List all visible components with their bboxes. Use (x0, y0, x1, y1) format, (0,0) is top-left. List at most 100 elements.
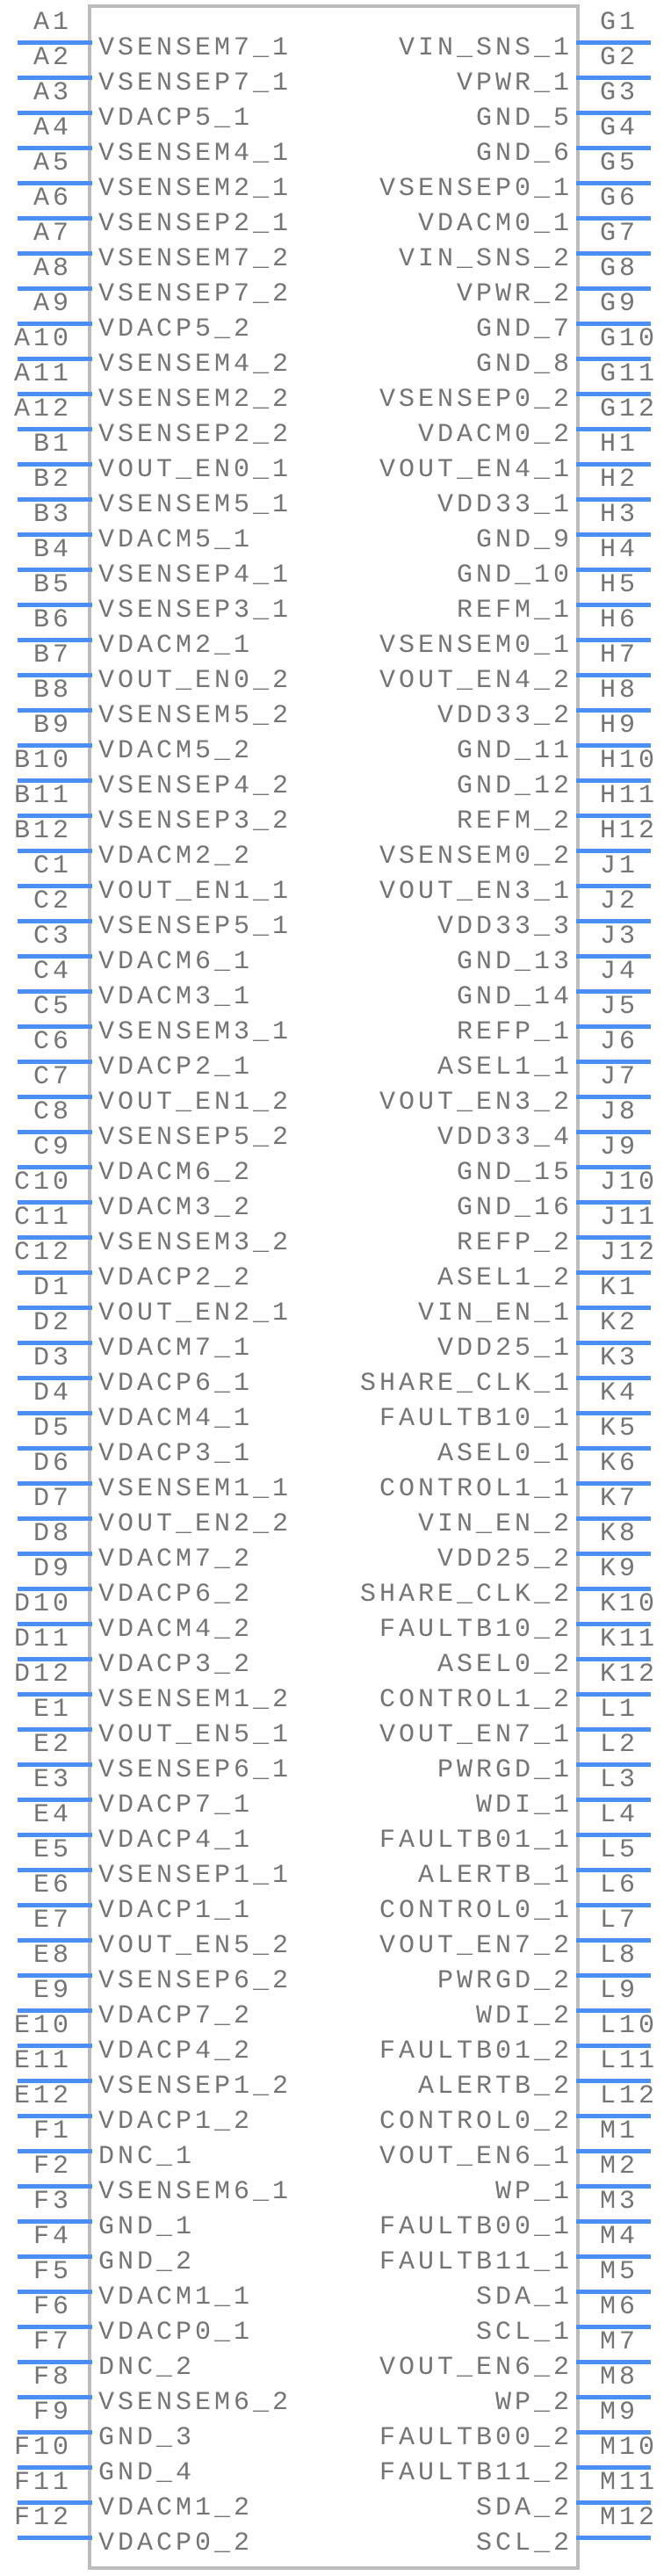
pin-J11-line[interactable] (576, 1235, 651, 1240)
pin-J1-line[interactable] (576, 884, 651, 888)
pin-H5-line[interactable] (576, 603, 651, 607)
pin-M11-line[interactable] (576, 2500, 651, 2505)
pin-F12-line[interactable] (18, 2536, 92, 2540)
pin-H9-line[interactable] (576, 743, 651, 748)
pin-G1-line[interactable] (576, 40, 651, 45)
pin-J9-line[interactable] (576, 1165, 651, 1169)
pin-D6-line[interactable] (18, 1481, 92, 1486)
pin-H8-line[interactable] (576, 708, 651, 713)
pin-A10-line[interactable] (18, 357, 92, 361)
pin-E8-line[interactable] (18, 1973, 92, 1978)
pin-E2-line[interactable] (18, 1762, 92, 1767)
pin-F4-line[interactable] (18, 2254, 92, 2259)
pin-D3-line[interactable] (18, 1376, 92, 1380)
pin-L5-line[interactable] (576, 1868, 651, 1872)
pin-C11-line[interactable] (18, 1235, 92, 1240)
pin-B4-line[interactable] (18, 568, 92, 572)
pin-F2-line[interactable] (18, 2184, 92, 2189)
pin-H4-line[interactable] (576, 568, 651, 572)
pin-K4-line[interactable] (576, 1411, 651, 1415)
pin-A2-line[interactable] (18, 76, 92, 80)
pin-H3-line[interactable] (576, 532, 651, 537)
pin-E7-line[interactable] (18, 1938, 92, 1943)
pin-C5-line[interactable] (18, 1024, 92, 1029)
pin-A7-line[interactable] (18, 251, 92, 256)
pin-F11-line[interactable] (18, 2500, 92, 2505)
pin-A4-line[interactable] (18, 146, 92, 150)
pin-B11-line[interactable] (18, 814, 92, 818)
pin-G2-line[interactable] (576, 76, 651, 80)
pin-L7-line[interactable] (576, 1938, 651, 1943)
pin-B2-line[interactable] (18, 497, 92, 502)
pin-E1-line[interactable] (18, 1727, 92, 1732)
pin-J4-line[interactable] (576, 989, 651, 994)
pin-K1-line[interactable] (576, 1306, 651, 1310)
pin-E12-line[interactable] (18, 2114, 92, 2118)
pin-M3-line[interactable] (576, 2219, 651, 2224)
pin-B3-line[interactable] (18, 532, 92, 537)
pin-J3-line[interactable] (576, 954, 651, 959)
pin-C3-line[interactable] (18, 954, 92, 959)
pin-F6-line[interactable] (18, 2325, 92, 2329)
pin-L11-line[interactable] (576, 2079, 651, 2083)
pin-H11-line[interactable] (576, 814, 651, 818)
pin-M5-line[interactable] (576, 2290, 651, 2294)
pin-K3-line[interactable] (576, 1376, 651, 1380)
pin-F10-line[interactable] (18, 2465, 92, 2470)
pin-D12-line[interactable] (18, 1692, 92, 1697)
pin-M1-line[interactable] (576, 2149, 651, 2153)
pin-H2-line[interactable] (576, 497, 651, 502)
pin-K11-line[interactable] (576, 1657, 651, 1661)
pin-G9-line[interactable] (576, 322, 651, 326)
pin-H10-line[interactable] (576, 778, 651, 783)
pin-B8-line[interactable] (18, 708, 92, 713)
pin-B5-line[interactable] (18, 603, 92, 607)
pin-E5-line[interactable] (18, 1868, 92, 1872)
pin-K6-line[interactable] (576, 1481, 651, 1486)
pin-C1-line[interactable] (18, 884, 92, 888)
pin-C10-line[interactable] (18, 1200, 92, 1205)
pin-D11-line[interactable] (18, 1657, 92, 1661)
pin-C6-line[interactable] (18, 1060, 92, 1064)
pin-G8-line[interactable] (576, 286, 651, 291)
pin-D7-line[interactable] (18, 1516, 92, 1521)
pin-L10-line[interactable] (576, 2044, 651, 2048)
pin-D5-line[interactable] (18, 1446, 92, 1451)
pin-G3-line[interactable] (576, 111, 651, 115)
pin-B7-line[interactable] (18, 673, 92, 677)
pin-K10-line[interactable] (576, 1622, 651, 1626)
pin-C4-line[interactable] (18, 989, 92, 994)
pin-B6-line[interactable] (18, 638, 92, 642)
pin-A6-line[interactable] (18, 216, 92, 221)
pin-M6-line[interactable] (576, 2325, 651, 2329)
pin-H7-line[interactable] (576, 673, 651, 677)
pin-A1-line[interactable] (18, 40, 92, 45)
pin-M7-line[interactable] (576, 2360, 651, 2364)
pin-J10-line[interactable] (576, 1200, 651, 1205)
pin-L9-line[interactable] (576, 2008, 651, 2013)
pin-M2-line[interactable] (576, 2184, 651, 2189)
pin-F9-line[interactable] (18, 2430, 92, 2435)
pin-F8-line[interactable] (18, 2395, 92, 2399)
pin-F3-line[interactable] (18, 2219, 92, 2224)
pin-E6-line[interactable] (18, 1903, 92, 1907)
pin-D2-line[interactable] (18, 1341, 92, 1345)
pin-G6-line[interactable] (576, 216, 651, 221)
pin-K7-line[interactable] (576, 1516, 651, 1521)
pin-K9-line[interactable] (576, 1587, 651, 1591)
pin-G10-line[interactable] (576, 357, 651, 361)
pin-L12-line[interactable] (576, 2114, 651, 2118)
pin-E4-line[interactable] (18, 1833, 92, 1837)
pin-C8-line[interactable] (18, 1130, 92, 1134)
pin-F5-line[interactable] (18, 2290, 92, 2294)
pin-C12-line[interactable] (18, 1270, 92, 1275)
pin-K2-line[interactable] (576, 1341, 651, 1345)
pin-B9-line[interactable] (18, 743, 92, 748)
pin-J8-line[interactable] (576, 1130, 651, 1134)
pin-B10-line[interactable] (18, 778, 92, 783)
pin-G7-line[interactable] (576, 251, 651, 256)
pin-D8-line[interactable] (18, 1552, 92, 1556)
pin-L2-line[interactable] (576, 1762, 651, 1767)
pin-J6-line[interactable] (576, 1060, 651, 1064)
pin-J2-line[interactable] (576, 919, 651, 923)
